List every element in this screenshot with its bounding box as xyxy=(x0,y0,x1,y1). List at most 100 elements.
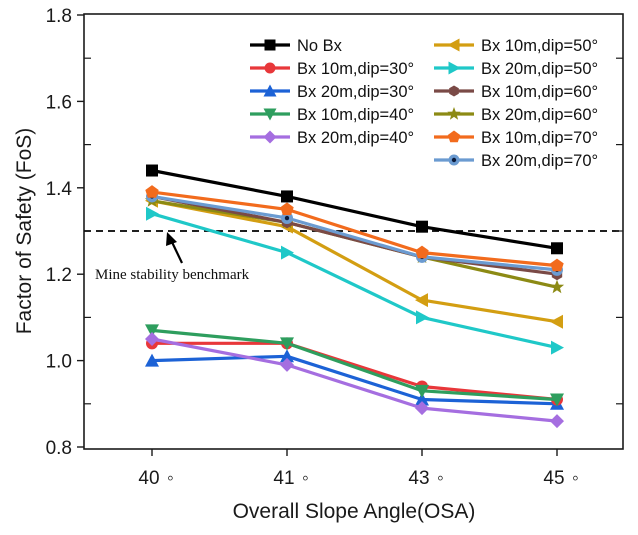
legend-label: Bx 10m,dip=30° xyxy=(297,60,414,78)
legend-label: Bx 20m,dip=30° xyxy=(297,83,414,101)
data-point xyxy=(550,258,564,272)
data-point xyxy=(415,401,429,416)
y-tick-label: 1.6 xyxy=(46,92,72,113)
series-9 xyxy=(145,185,564,272)
data-point xyxy=(145,353,159,367)
data-point xyxy=(145,324,159,338)
series-0 xyxy=(146,164,563,255)
x-tick-degree-symbol: ◦ xyxy=(302,468,309,489)
y-tick-label: 1.2 xyxy=(46,265,72,286)
series-group xyxy=(144,164,565,429)
data-point xyxy=(416,220,428,233)
data-point-center xyxy=(284,215,290,221)
data-point xyxy=(145,332,159,346)
series-6 xyxy=(146,206,564,355)
x-tick-degree-symbol: ◦ xyxy=(437,468,444,489)
legend-item: Bx 20m,dip=60° xyxy=(434,106,598,124)
series-line xyxy=(151,212,558,350)
legend-label: Bx 10m,dip=70° xyxy=(481,129,598,147)
legend-marker xyxy=(447,107,461,120)
data-point xyxy=(415,392,429,406)
legend-marker xyxy=(263,130,277,144)
data-point xyxy=(415,293,428,308)
legend-marker xyxy=(447,38,460,52)
legend-item: No Bx xyxy=(250,37,343,55)
legend-label: Bx 10m,dip=60° xyxy=(481,83,598,101)
legend-item: Bx 10m,dip=60° xyxy=(434,83,598,101)
legend-item: Bx 20m,dip=30° xyxy=(250,83,414,101)
series-line xyxy=(151,328,558,402)
series-line xyxy=(151,199,558,324)
legend-item: Bx 20m,dip=50° xyxy=(434,60,598,78)
series-3 xyxy=(145,324,564,407)
data-point xyxy=(281,245,294,260)
data-point xyxy=(281,190,293,203)
legend-item: Bx 20m,dip=40° xyxy=(250,129,414,147)
legend-label: Bx 10m,dip=40° xyxy=(297,106,414,124)
legend-label: Bx 20m,dip=40° xyxy=(297,129,414,147)
data-point xyxy=(280,337,294,351)
y-tick-label: 0.8 xyxy=(46,438,72,459)
data-point xyxy=(550,314,563,329)
benchmark-annotation: Mine stability benchmark xyxy=(95,267,250,283)
data-point xyxy=(280,357,294,372)
legend-label: Bx 20m,dip=50° xyxy=(481,60,598,78)
legend-marker xyxy=(263,108,277,121)
data-point xyxy=(551,242,563,255)
series-2 xyxy=(145,349,564,410)
x-tick-label: 41 xyxy=(273,468,294,489)
y-axis-ticks: 0.8 1.0 1.2 1.4 1.6 1.8 xyxy=(46,6,623,459)
legend-item: Bx 20m,dip=70° xyxy=(434,152,598,170)
legend-marker xyxy=(449,85,459,97)
x-tick-label: 43 xyxy=(408,468,429,489)
y-tick-label: 1.4 xyxy=(46,179,73,200)
data-point xyxy=(415,245,429,259)
data-point xyxy=(550,393,564,407)
series-4 xyxy=(145,332,564,429)
legend-item: Bx 10m,dip=70° xyxy=(434,129,598,147)
legend-label: Bx 20m,dip=70° xyxy=(481,152,598,170)
x-tick-label: 45 xyxy=(543,468,564,489)
series-line xyxy=(151,194,558,276)
legend-marker xyxy=(263,84,277,97)
data-point xyxy=(280,349,294,363)
data-point xyxy=(280,202,294,216)
x-tick-degree-symbol: ◦ xyxy=(572,468,579,489)
series-line xyxy=(152,341,558,402)
x-tick-degree-symbol: ◦ xyxy=(167,468,174,489)
legend-marker xyxy=(264,62,276,74)
data-point xyxy=(549,279,565,294)
x-axis-title: Overall Slope Angle(OSA) xyxy=(233,500,476,523)
series-line xyxy=(151,190,558,268)
legend: No Bx Bx 10m,dip=30° Bx 20m,dip=30° Bx 10m,… xyxy=(250,37,598,170)
y-axis-title: Factor of Safety (FoS) xyxy=(13,128,36,335)
legend-item: Bx 10m,dip=40° xyxy=(250,106,414,124)
benchmark-arrow-shaft xyxy=(170,239,183,264)
data-point xyxy=(551,340,564,355)
legend-item: Bx 10m,dip=50° xyxy=(434,37,598,55)
series-line xyxy=(151,168,558,250)
data-point xyxy=(146,206,159,221)
data-point xyxy=(415,384,429,398)
data-point xyxy=(416,310,429,325)
series-line xyxy=(151,337,558,423)
legend-item: Bx 10m,dip=30° xyxy=(250,60,414,78)
data-point xyxy=(145,185,159,198)
y-tick-label: 1.0 xyxy=(46,352,72,373)
legend-marker xyxy=(264,39,276,51)
legend-marker xyxy=(447,130,461,143)
series-line xyxy=(151,194,558,272)
legend-label: Bx 20m,dip=60° xyxy=(481,106,598,124)
x-axis-ticks: 40 ◦ 41 ◦ 43 ◦ 45 ◦ xyxy=(138,449,579,489)
data-point xyxy=(550,414,564,429)
x-tick-label: 40 xyxy=(138,468,159,489)
benchmark-arrow-head xyxy=(166,232,177,246)
legend-marker xyxy=(448,61,461,75)
data-point xyxy=(146,164,158,177)
y-tick-label: 1.8 xyxy=(46,6,72,27)
legend-label: Bx 10m,dip=50° xyxy=(481,37,598,55)
legend-label: No Bx xyxy=(297,37,343,55)
series-line xyxy=(151,354,558,406)
legend-marker-center xyxy=(451,157,457,163)
